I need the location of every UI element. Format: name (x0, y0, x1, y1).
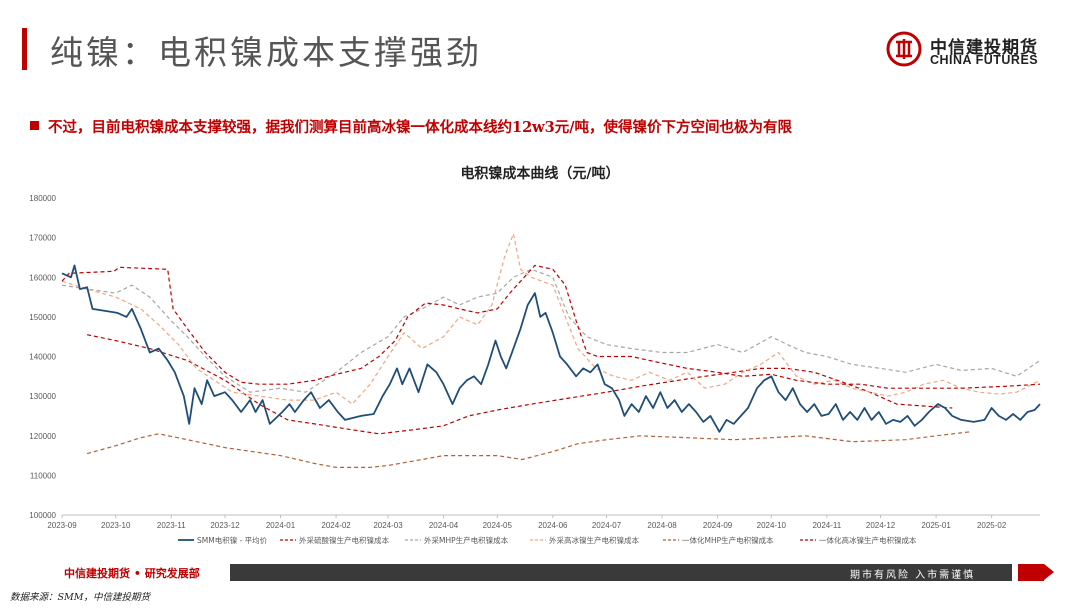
x-tick-label: 2024-12 (866, 521, 896, 530)
x-tick-label: 2023-12 (210, 521, 240, 530)
x-tick-label: 2023-09 (47, 521, 77, 530)
footer-red-arrow-icon (1044, 564, 1054, 580)
x-tick-label: 2024-05 (483, 521, 513, 530)
logo-text-en: CHINA FUTURES (930, 53, 1039, 67)
x-tick-label: 2024-06 (538, 521, 568, 530)
x-tick-label: 2025-01 (921, 521, 951, 530)
footer-left-panel (54, 564, 230, 581)
x-tick-label: 2024-04 (429, 521, 459, 530)
legend-label: 外采高冰镍生产电积镍成本 (549, 535, 639, 545)
x-tick-label: 2023-10 (101, 521, 131, 530)
series-line-4 (86, 431, 971, 468)
chart-title: 电积镍成本曲线（元/吨） (460, 166, 620, 182)
x-tick-label: 2024-01 (266, 521, 296, 530)
y-tick-label: 150000 (29, 313, 56, 322)
x-tick-label: 2024-07 (592, 521, 622, 530)
bullet-square-icon (30, 121, 39, 130)
series-line-1 (61, 264, 1041, 389)
logo-text-cn: 中信建投期货 (930, 38, 1038, 58)
legend-label: 一体化MHP生产电积镍成本 (682, 535, 774, 545)
x-tick-label: 2024-09 (703, 521, 733, 530)
cost-curve-chart: 100000 110000 120000 130000 140000 150000 1600… (29, 194, 1041, 545)
x-tick-label: 2024-08 (647, 521, 677, 530)
subtitle: 不过，目前电积镍成本支撑较强，据我们测算目前高冰镍一体化成本线约12w3元/吨，… (48, 119, 793, 136)
x-tick-label: 2024-11 (812, 521, 841, 530)
y-tick-label: 160000 (29, 273, 56, 282)
series-line-3 (61, 233, 1041, 405)
page-title: 纯镍：电积镍成本支撑强劲 (50, 33, 482, 72)
y-tick-label: 180000 (29, 194, 56, 203)
footer-bar (54, 564, 1012, 581)
y-tick-label: 100000 (29, 511, 56, 520)
footer-red-tab (1018, 564, 1044, 581)
x-tick-label: 2024-03 (373, 521, 403, 530)
data-source: 数据来源：SMM，中信建投期货 (10, 592, 150, 603)
legend-label: 外采硫酸镍生产电积镍成本 (299, 535, 389, 545)
y-tick-label: 110000 (30, 471, 57, 480)
legend-label: 一体化高冰镍生产电积镍成本 (819, 535, 917, 545)
x-tick-label: 2024-02 (321, 521, 351, 530)
footer-slogan: 期市有风险 入市需谨慎 (850, 570, 976, 581)
y-tick-label: 140000 (29, 353, 56, 362)
y-tick-label: 170000 (29, 234, 56, 243)
china-futures-logo-icon (886, 31, 922, 67)
logo: 中信建投期货 CHINA FUTURES (886, 30, 1046, 70)
legend-label: SMM电积镍 - 平均价 (197, 535, 268, 545)
x-tick-label: 2024-10 (757, 521, 787, 530)
series-line-5 (86, 334, 953, 435)
series-line-2 (61, 268, 1041, 393)
x-tick-label: 2025-02 (977, 521, 1007, 530)
x-tick-label: 2023-11 (157, 521, 186, 530)
footer-org: 中信建投期货 • 研究发展部 (64, 567, 200, 580)
title-accent-bar (22, 28, 27, 70)
legend-label: 外采MHP生产电积镍成本 (424, 535, 509, 545)
series-line-0 (61, 264, 1041, 433)
y-tick-label: 120000 (29, 432, 56, 441)
y-tick-label: 130000 (29, 392, 56, 401)
